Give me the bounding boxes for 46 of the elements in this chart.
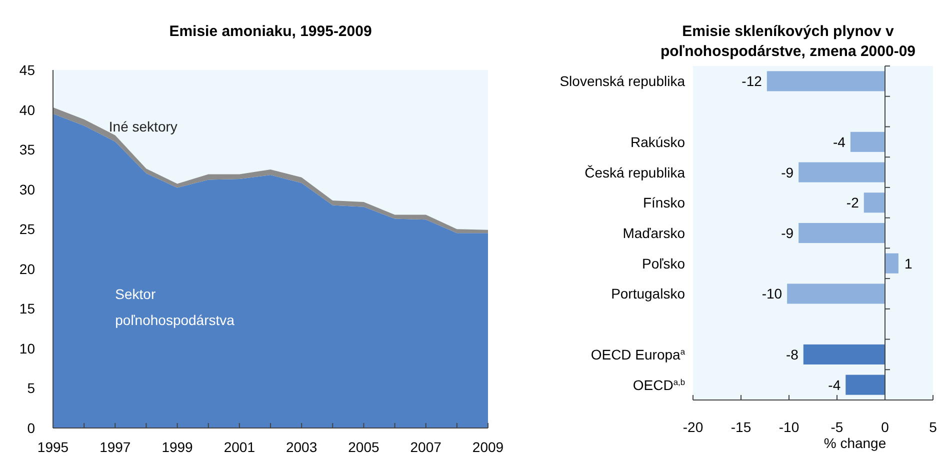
x-tick-label: -20 [682,419,704,435]
data-label: -12 [742,73,762,90]
x-tick-label: 2005 [348,439,380,455]
x-tick-label: -5 [830,419,844,435]
data-label: -10 [762,286,782,302]
x-tick-label: 2009 [472,439,504,455]
y-tick-label: OECD Europa$^{a}$ [590,346,686,362]
y-tick-label: Rakúsko [630,134,686,150]
y-tick-label: Maďarsko [622,225,686,241]
x-tick-label: 5 [929,419,938,435]
x-tick-label: -10 [778,419,800,435]
series-label: Iné sektory [108,118,178,134]
y-tick-label: Portugalsko [611,286,686,302]
data-label: -9 [781,164,794,180]
x-tick-label: 0 [881,419,890,435]
x-tick-label: 2007 [410,439,442,455]
data-label: 1 [904,255,912,272]
data-label: -8 [786,346,799,362]
y-tick-label: 5 [27,380,36,396]
x-tick-label: 1999 [162,439,194,455]
data-label: -9 [781,225,794,241]
y-tick-label: 15 [19,300,36,317]
y-tick-label: 20 [19,260,36,277]
y-tick-label: Česká republika [584,164,686,180]
x-tick-label: 2003 [286,439,318,455]
data-label: -2 [846,194,860,211]
y-tick-label: 35 [19,142,36,158]
chart-title: Emisie skleníkových plynov v poľnohospodárstve, zmena 2000-09 [660,23,916,60]
x-tick-label: 1995 [37,439,69,455]
y-tick-label: Slovenská republika [560,73,686,90]
x-axis-title: % change [824,435,886,451]
x-tick-label: -15 [730,419,752,435]
y-tick-label: 30 [19,181,36,198]
data-label: -4 [828,376,841,393]
x-tick-label: 1997 [100,439,131,455]
y-tick-label: 25 [19,221,36,238]
x-tick-label: 2001 [224,439,256,455]
series-label: Sektor poľnohospodárstva [115,286,235,328]
y-tick-label: 40 [19,102,36,118]
y-tick-label: OECD$^{a,b}$ [632,376,686,393]
y-tick-label: 45 [19,62,36,78]
y-tick-label: 10 [19,340,36,356]
data-label: -4 [832,134,846,150]
y-tick-label: Fínsko [642,194,686,211]
chart-title: Emisie amoniaku, 1995-2009 [169,23,372,40]
y-tick-label: Poľsko [642,255,686,272]
